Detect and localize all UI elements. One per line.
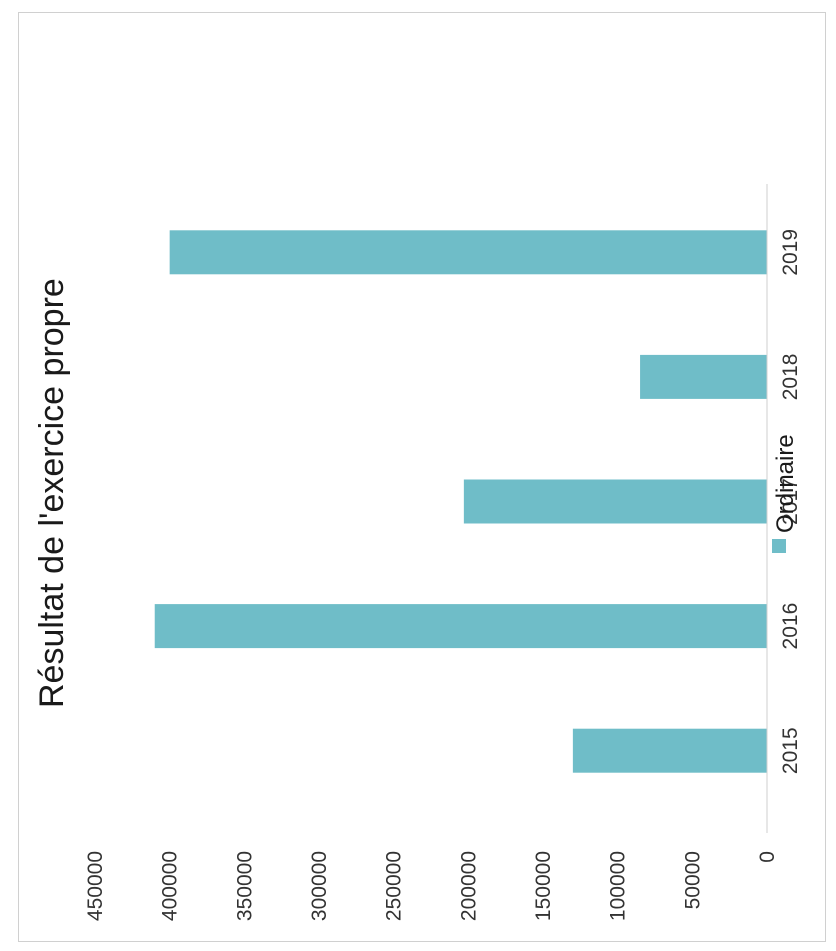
y-tick-label: 150000 [532,851,555,921]
legend-swatch [772,539,786,553]
chart-frame [18,12,826,942]
chart-title: Résultat de l'exercice propre [33,278,71,708]
bar-2015 [572,728,767,773]
x-tick-label: 2017 [779,478,802,525]
y-tick-label: 100000 [607,851,630,921]
y-tick-label: 350000 [233,851,256,921]
x-tick-label: 2018 [779,354,802,401]
bar-2016 [154,604,767,649]
bar-2019 [169,230,767,275]
legend-label: Ordinaire [772,434,799,533]
x-tick-label: 2019 [779,229,802,276]
y-tick-label: 450000 [84,851,107,921]
y-tick-label: 250000 [383,851,406,921]
y-tick-label: 300000 [308,851,331,921]
x-tick-label: 2015 [779,727,802,774]
y-tick-label: 0 [756,851,779,863]
legend: Ordinaire [772,434,799,553]
bar-2018 [640,354,767,399]
y-tick-label: 50000 [681,851,704,909]
y-tick-label: 200000 [457,851,480,921]
x-tick-label: 2016 [779,603,802,650]
bar-2017 [463,479,767,524]
y-tick-label: 400000 [159,851,182,921]
